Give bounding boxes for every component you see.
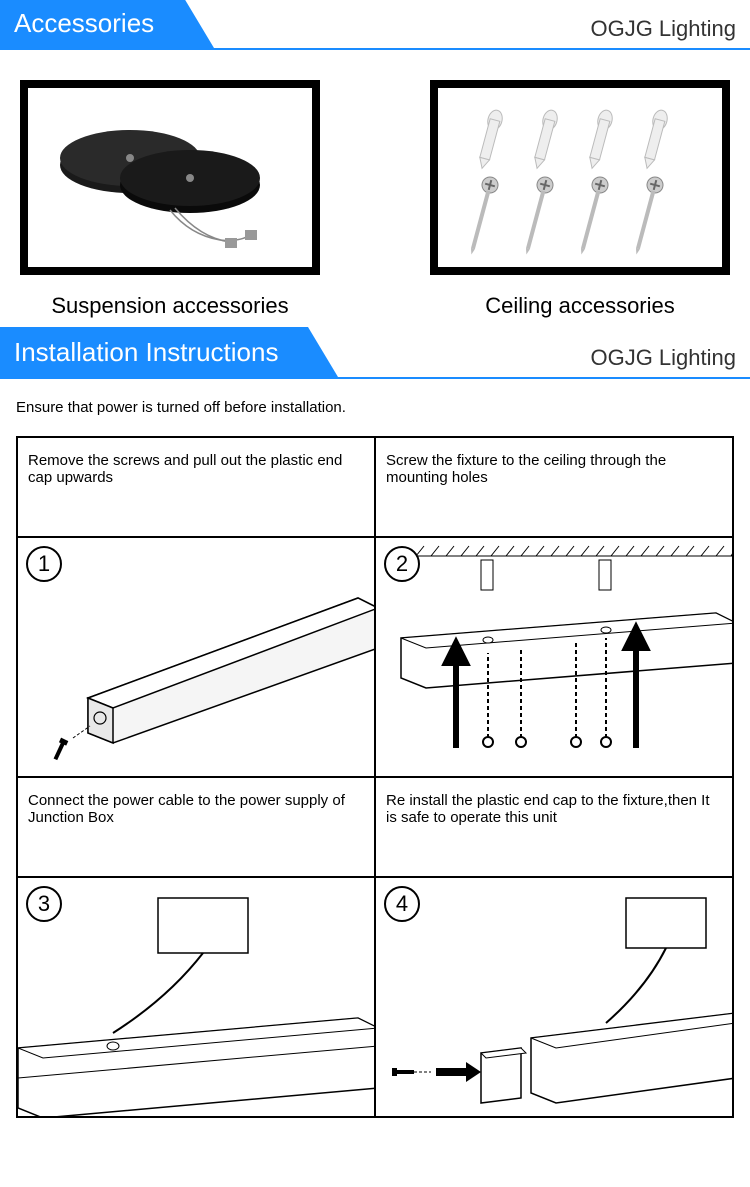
brand-label: OGJG Lighting <box>590 16 750 48</box>
step-2-diagram: 2 <box>375 537 733 777</box>
accessories-header: Accessories OGJG Lighting <box>0 0 750 50</box>
accessory-item-ceiling: Ceiling accessories <box>430 80 730 319</box>
step-4-diagram: 4 <box>375 877 733 1117</box>
step-4-number: 4 <box>384 886 420 922</box>
step-1-number: 1 <box>26 546 62 582</box>
ceiling-caption: Ceiling accessories <box>485 293 675 319</box>
accessories-title: Accessories <box>0 0 184 48</box>
step-3-text: Connect the power cable to the power sup… <box>17 777 375 877</box>
suspension-kit-image <box>20 80 320 275</box>
brand-label-2: OGJG Lighting <box>590 345 750 377</box>
step-1-text: Remove the screws and pull out the plast… <box>17 437 375 537</box>
accessories-grid: Suspension accessories <box>0 50 750 329</box>
installation-header: Installation Instructions OGJG Lighting <box>0 329 750 379</box>
step-3-diagram: 3 <box>17 877 375 1117</box>
screws-anchors-image <box>430 80 730 275</box>
step-3-number: 3 <box>26 886 62 922</box>
accessory-item-suspension: Suspension accessories <box>20 80 320 319</box>
installation-title: Installation Instructions <box>0 327 308 377</box>
step-2-number: 2 <box>384 546 420 582</box>
step-2-text: Screw the fixture to the ceiling through… <box>375 437 733 537</box>
steps-grid: Remove the screws and pull out the plast… <box>16 436 734 1118</box>
installation-warning: Ensure that power is turned off before i… <box>0 379 750 426</box>
step-4-text: Re install the plastic end cap to the fi… <box>375 777 733 877</box>
step-1-diagram: 1 <box>17 537 375 777</box>
suspension-caption: Suspension accessories <box>51 293 288 319</box>
